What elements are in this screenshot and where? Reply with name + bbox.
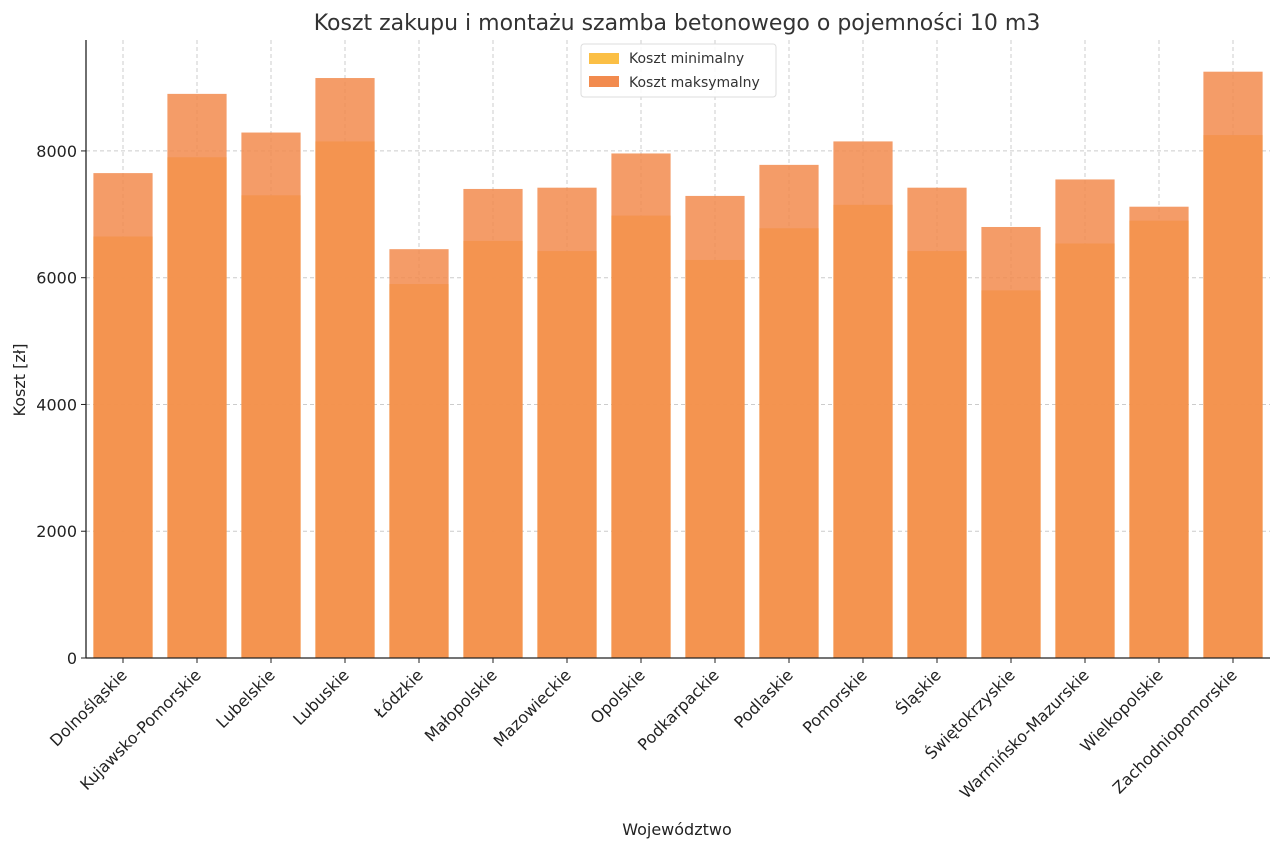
bar-koszt-maksymalny [389,249,449,658]
y-tick-label: 8000 [36,142,77,161]
y-tick-label: 4000 [36,395,77,414]
x-tick-label: Warmińsko-Mazurskie [956,665,1093,802]
x-axis-label: Województwo [622,820,732,839]
axes [85,40,1270,659]
x-tick-label: Lubelskie [212,665,279,732]
x-tick-label: Śląskie [892,665,945,718]
x-tick-label: Podlaskie [730,665,797,732]
bar-koszt-maksymalny [1129,206,1189,658]
bar-koszt-maksymalny [685,195,745,658]
bar-koszt-maksymalny [1055,179,1115,658]
legend-label-min: Koszt minimalny [629,51,744,67]
bar-koszt-maksymalny [759,164,819,659]
y-tick-label: 2000 [36,522,77,541]
bar-koszt-maksymalny [1203,71,1263,658]
y-tick-label: 0 [67,649,77,668]
x-tick-label: Mazowieckie [490,665,575,750]
x-tick-label: Lubuskie [289,665,353,729]
bar-koszt-maksymalny [463,188,523,658]
x-tick-label: Małopolskie [421,665,501,745]
bar-koszt-maksymalny [315,78,375,659]
bar-koszt-maksymalny [981,226,1041,658]
y-tick-label: 6000 [36,269,77,288]
legend-label-max: Koszt maksymalny [629,75,760,91]
legend-swatch-max [589,76,619,87]
chart-title: Koszt zakupu i montażu szamba betonowego… [314,11,1041,36]
y-ticks: 0 2000 4000 6000 8000 [36,142,86,668]
bar-koszt-maksymalny [93,173,153,658]
y-axis-label: Koszt [zł] [10,343,29,416]
legend-swatch-min [589,53,619,64]
bar-koszt-maksymalny [907,187,967,658]
bar-koszt-maksymalny [167,93,227,658]
legend: Koszt minimalny Koszt maksymalny [580,43,777,98]
bars [93,71,1263,659]
bar-koszt-maksymalny [241,132,301,659]
bar-koszt-maksymalny [611,153,671,658]
bar-koszt-maksymalny [833,141,893,658]
x-tick-label: Pomorskie [799,665,871,737]
legend-frame [580,43,777,98]
x-tick-label: Zachodniopomorskie [1109,665,1241,797]
bar-koszt-maksymalny [537,187,597,658]
x-tick-label: Kujawsko-Pomorskie [76,665,205,794]
x-tick-label: Opolskie [587,665,649,727]
x-tick-label: Łódzkie [370,665,427,722]
